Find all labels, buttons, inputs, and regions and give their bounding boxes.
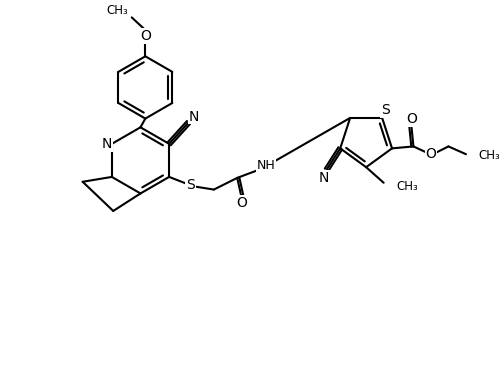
Text: S: S [381,103,389,117]
Text: O: O [426,147,437,161]
Text: N: N [188,110,199,124]
Text: N: N [102,137,112,151]
Text: CH₃: CH₃ [106,4,128,17]
Text: O: O [140,29,151,43]
Text: O: O [406,112,417,126]
Text: CH₃: CH₃ [479,149,500,162]
Text: NH: NH [257,159,276,172]
Text: O: O [236,196,247,210]
Text: N: N [318,170,329,185]
Text: S: S [186,178,195,192]
Text: CH₃: CH₃ [396,180,418,193]
